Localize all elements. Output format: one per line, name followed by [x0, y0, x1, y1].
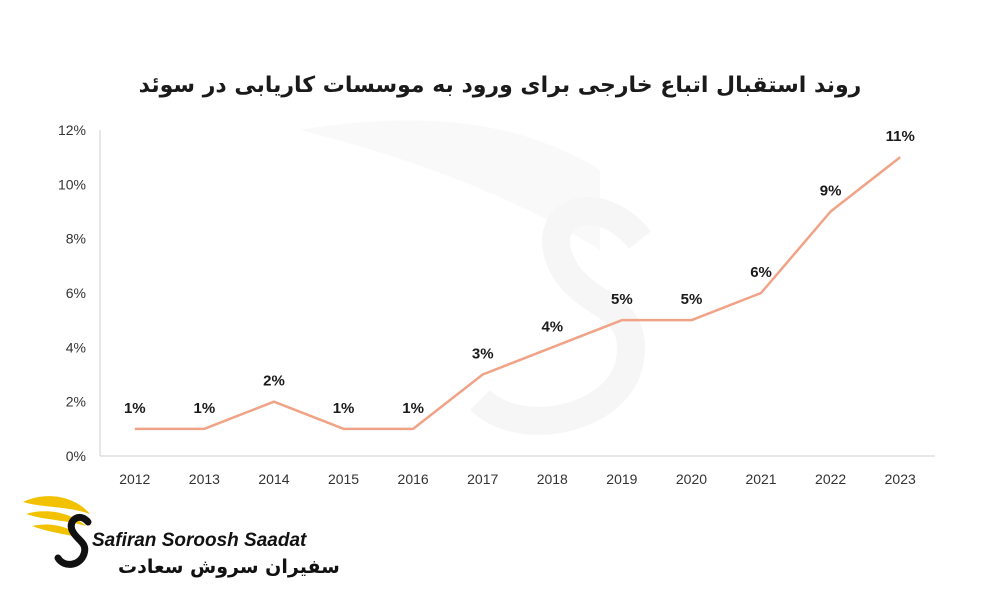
x-tick-label: 2021 [745, 471, 776, 487]
data-label: 5% [611, 291, 633, 308]
data-label: 6% [750, 264, 772, 281]
data-label: 1% [402, 400, 424, 417]
brand-name-fa: سفیران سروش سعادت [118, 556, 340, 578]
x-tick-label: 2012 [119, 471, 150, 487]
x-tick-label: 2016 [398, 471, 429, 487]
chart-title: روند استقبال اتباع خارجی برای ورود به مو… [139, 73, 862, 98]
data-label: 5% [681, 291, 703, 308]
y-tick-label: 12% [58, 122, 86, 138]
data-label: 4% [541, 318, 563, 335]
x-tick-label: 2013 [189, 471, 220, 487]
x-tick-label: 2019 [606, 471, 637, 487]
y-tick-label: 4% [66, 339, 86, 355]
data-label: 1% [333, 400, 355, 417]
brand-name-en: Safiran Soroosh Saadat [92, 530, 307, 551]
data-label: 11% [886, 128, 915, 145]
data-label: 1% [124, 400, 146, 417]
y-tick-label: 6% [66, 285, 86, 301]
x-tick-label: 2022 [815, 471, 846, 487]
data-label: 9% [820, 183, 842, 200]
x-tick-label: 2014 [258, 471, 289, 487]
y-tick-label: 0% [66, 448, 86, 464]
watermark-logo [300, 120, 651, 435]
x-tick-label: 2023 [885, 471, 916, 487]
x-tick-label: 2017 [467, 471, 498, 487]
data-label: 3% [472, 346, 494, 363]
brand-logo-icon [18, 492, 98, 586]
y-tick-label: 10% [58, 176, 86, 192]
x-tick-label: 2018 [537, 471, 568, 487]
x-tick-label: 2015 [328, 471, 359, 487]
y-tick-label: 8% [66, 231, 86, 247]
y-tick-label: 2% [66, 394, 86, 410]
x-tick-label: 2020 [676, 471, 707, 487]
series-line [134, 156, 901, 431]
data-label: 1% [194, 400, 216, 417]
data-label: 2% [263, 373, 285, 390]
